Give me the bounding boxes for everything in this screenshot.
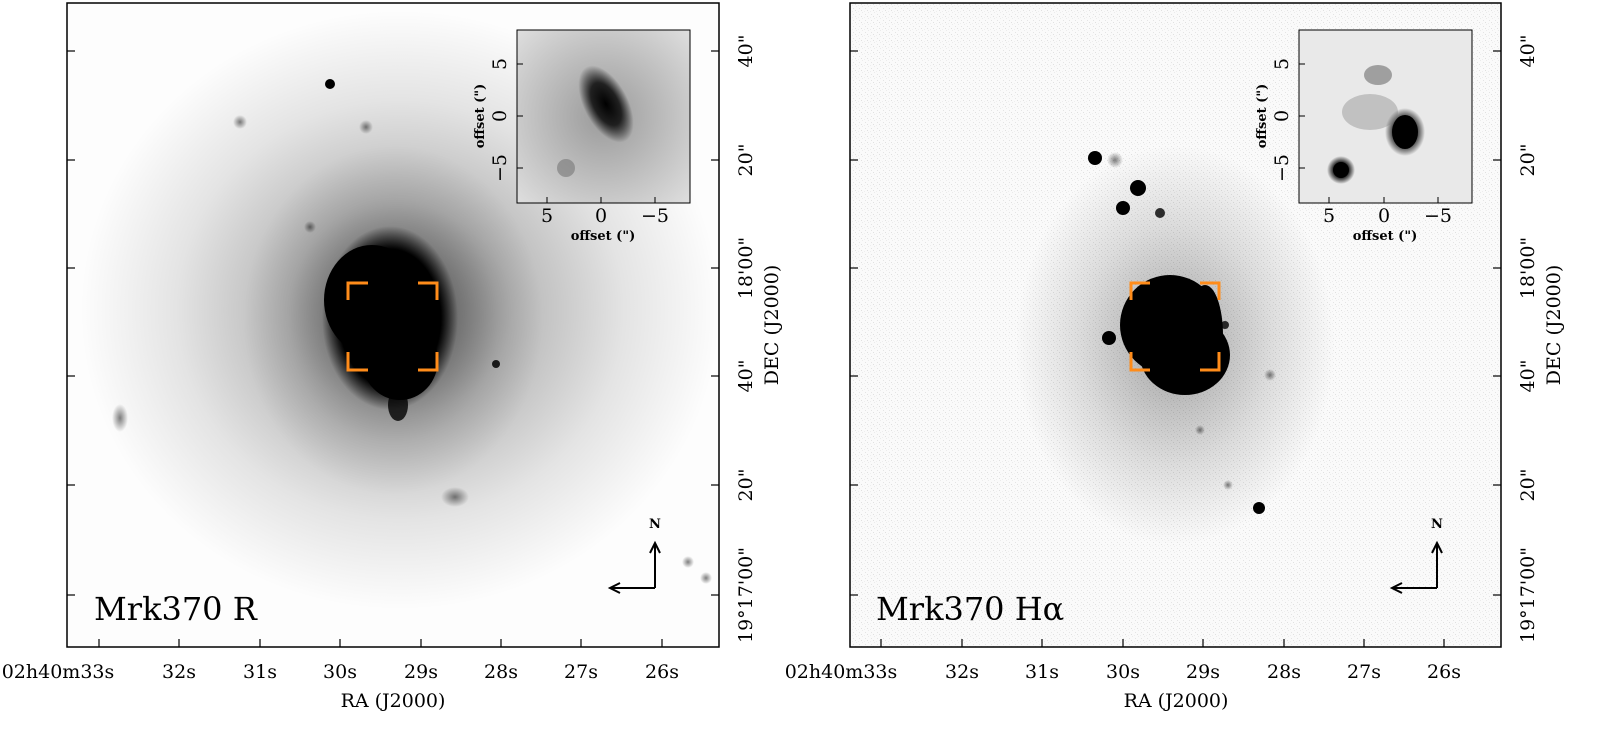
left-y-axis-label: DEC (J2000) — [761, 265, 783, 385]
right-inset-xtick-1: 5 — [1323, 205, 1335, 227]
left-compass-n: N — [649, 517, 661, 532]
right-dec-tick-label: 18'00" — [1517, 237, 1539, 299]
right-dec-tick-label: 40" — [1517, 35, 1539, 68]
left-inset-xtick-3: −5 — [641, 205, 669, 227]
right-y-axis-label: DEC (J2000) — [1543, 265, 1565, 385]
left-ra-tick-label: 26s — [645, 661, 679, 683]
left-inset-xtick-2: 0 — [595, 205, 607, 227]
left-slit-box — [346, 281, 439, 372]
right-inset: 5 0 −5 offset (") 5 0 −5 offset (") — [1255, 29, 1473, 244]
right-ra-tick-label: 29s — [1186, 661, 1220, 683]
right-inset-xtick-3: −5 — [1424, 205, 1452, 227]
left-ra-tick-label: 27s — [564, 661, 598, 683]
left-ra-tick-label: 32s — [162, 661, 196, 683]
right-dec-labels: 19°17'00" 20" 40" 18'00" 20" 40" — [1517, 35, 1539, 643]
left-inset-xlabel: offset (") — [571, 229, 636, 244]
right-inset-ytick-1: 5 — [1271, 58, 1293, 70]
left-inset-ytick-3: −5 — [489, 154, 511, 182]
right-ra-ticks — [880, 639, 1445, 647]
right-compass-n: N — [1431, 517, 1443, 532]
left-dec-tick-label: 20" — [735, 144, 757, 177]
left-dec-tick-label: 18'00" — [735, 237, 757, 299]
right-slit-box — [1129, 281, 1221, 372]
left-dec-tick-label: 40" — [735, 35, 757, 68]
left-ra-tick-label: 31s — [243, 661, 277, 683]
left-dec-tick-label: 40" — [735, 360, 757, 393]
right-ra-tick-label: 30s — [1106, 661, 1140, 683]
right-panel-label: Mrk370 Hα — [876, 590, 1064, 628]
right-ra-tick-label: 02h40m33s — [785, 661, 898, 683]
left-inset-ytick-2: 0 — [489, 110, 511, 122]
right-inset-xlabel: offset (") — [1353, 229, 1418, 244]
left-dec-tick-label: 19°17'00" — [735, 547, 757, 643]
left-dec-ticks — [67, 50, 719, 596]
panel-halpha: Mrk370 Hα N 5 0 −5 offset (") 5 0 — [785, 2, 1565, 712]
right-dec-tick-label: 40" — [1517, 360, 1539, 393]
left-inset-xtick-1: 5 — [541, 205, 553, 227]
left-inset-ytick-1: 5 — [489, 58, 511, 70]
left-dec-tick-label: 20" — [735, 469, 757, 502]
left-compass — [607, 540, 661, 594]
right-inset-ytick-2: 0 — [1271, 110, 1293, 122]
left-ra-labels: 02h40m33s 32s 31s 30s 29s 28s 27s 26s — [2, 661, 679, 683]
right-ra-tick-label: 31s — [1025, 661, 1059, 683]
panel-r-band: Mrk370 R N 5 0 −5 offset (") 5 0 −5 offs — [2, 2, 783, 712]
right-ra-labels: 02h40m33s 32s 31s 30s 29s 28s 27s 26s — [785, 661, 1461, 683]
left-x-axis-label: RA (J2000) — [341, 690, 446, 712]
right-ra-tick-label: 28s — [1267, 661, 1301, 683]
right-dec-ticks — [850, 50, 1501, 596]
left-ra-tick-label: 28s — [484, 661, 518, 683]
right-dec-tick-label: 20" — [1517, 469, 1539, 502]
right-dec-tick-label: 19°17'00" — [1517, 547, 1539, 643]
right-ra-tick-label: 32s — [945, 661, 979, 683]
right-halpha-image — [1015, 145, 1335, 545]
right-inset-ytick-3: −5 — [1271, 154, 1293, 182]
right-compass — [1389, 540, 1443, 594]
left-ra-tick-label: 02h40m33s — [2, 661, 115, 683]
right-inset-ylabel: offset (") — [1255, 84, 1270, 149]
right-x-axis-label: RA (J2000) — [1124, 690, 1229, 712]
right-dec-tick-label: 20" — [1517, 144, 1539, 177]
left-inset-ylabel: offset (") — [473, 84, 488, 149]
left-ra-ticks — [98, 639, 663, 647]
right-ra-tick-label: 26s — [1427, 661, 1461, 683]
left-ra-tick-label: 29s — [404, 661, 438, 683]
left-inset: 5 0 −5 offset (") 5 0 −5 offset (") — [473, 29, 691, 244]
left-ra-tick-label: 30s — [323, 661, 357, 683]
right-ra-tick-label: 27s — [1347, 661, 1381, 683]
left-panel-label: Mrk370 R — [94, 590, 258, 628]
left-dec-labels: 19°17'00" 20" 40" 18'00" 20" 40" — [735, 35, 757, 643]
right-inset-xtick-2: 0 — [1378, 205, 1390, 227]
